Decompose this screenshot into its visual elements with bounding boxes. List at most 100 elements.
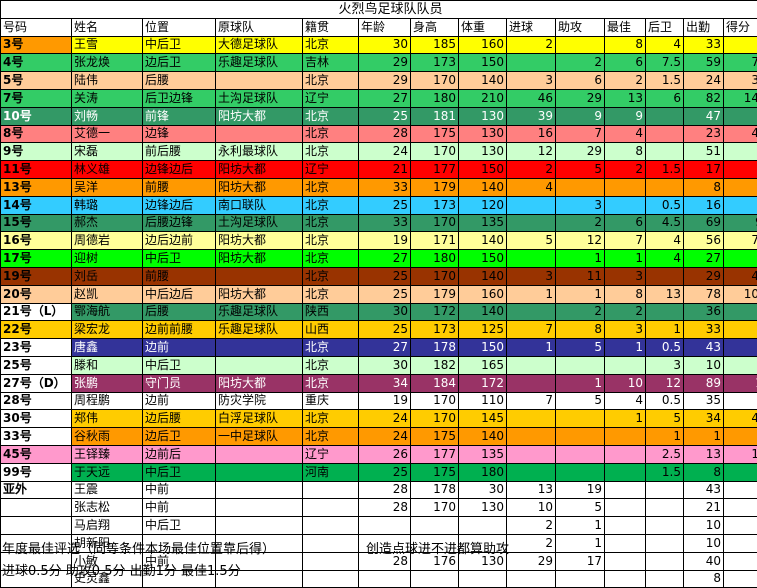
cell-号码[interactable]: 4号 — [1, 54, 72, 72]
cell-号码[interactable]: 14号 — [1, 196, 72, 214]
cell-年龄[interactable]: 33 — [359, 214, 411, 232]
cell-年龄[interactable]: 30 — [359, 36, 411, 54]
cell-助攻[interactable]: 5 — [556, 161, 605, 179]
cell-体重[interactable]: 140 — [459, 232, 507, 250]
cell-原球队[interactable] — [216, 463, 303, 481]
cell-后卫[interactable] — [646, 143, 684, 161]
cell-籍贯[interactable]: 北京 — [303, 232, 359, 250]
cell-进球[interactable]: 7 — [507, 321, 556, 339]
cell-得分[interactable]: 33 — [724, 250, 757, 268]
cell-出勤[interactable]: 16 — [684, 196, 724, 214]
cell-原球队[interactable]: 防灾学院 — [216, 392, 303, 410]
cell-身高[interactable]: 180 — [411, 89, 459, 107]
cell-号码[interactable]: 22号 — [1, 321, 72, 339]
cell-号码[interactable]: 亚外 — [1, 481, 72, 499]
cell-出勤[interactable]: 8 — [684, 178, 724, 196]
cell-位置[interactable]: 中前 — [143, 481, 216, 499]
cell-最佳[interactable] — [605, 463, 646, 481]
cell-年龄[interactable]: 27 — [359, 250, 411, 268]
cell-进球[interactable]: 13 — [507, 481, 556, 499]
cell-姓名[interactable]: 于天远 — [72, 463, 143, 481]
cell-最佳[interactable]: 8 — [605, 36, 646, 54]
cell-最佳[interactable]: 2 — [605, 161, 646, 179]
cell-籍贯[interactable]: 辽宁 — [303, 445, 359, 463]
cell-助攻[interactable]: 5 — [556, 339, 605, 357]
cell-年龄[interactable]: 29 — [359, 72, 411, 90]
cell-姓名[interactable]: 艾德一 — [72, 125, 143, 143]
cell-出勤[interactable]: 24 — [684, 72, 724, 90]
cell-姓名[interactable]: 赵凯 — [72, 285, 143, 303]
cell-姓名[interactable]: 滕和 — [72, 356, 143, 374]
cell-最佳[interactable]: 3 — [605, 267, 646, 285]
cell-后卫[interactable]: 0.5 — [646, 339, 684, 357]
cell-号码[interactable]: 7号 — [1, 89, 72, 107]
cell-年龄[interactable]: 29 — [359, 54, 411, 72]
cell-位置[interactable]: 中前 — [143, 499, 216, 517]
column-header[interactable]: 体重 — [459, 18, 507, 36]
cell-原球队[interactable]: 阳坊大都 — [216, 107, 303, 125]
cell-进球[interactable] — [507, 303, 556, 321]
cell-号码[interactable]: 3号 — [1, 36, 72, 54]
cell-号码[interactable]: 27号（D） — [1, 374, 72, 392]
cell-进球[interactable]: 2 — [507, 161, 556, 179]
cell-助攻[interactable] — [556, 445, 605, 463]
cell-得分[interactable]: 24 — [724, 161, 757, 179]
cell-籍贯[interactable]: 北京 — [303, 428, 359, 446]
cell-原球队[interactable]: 永利最球队 — [216, 143, 303, 161]
cell-体重[interactable]: 30 — [459, 481, 507, 499]
cell-得分[interactable]: 10 — [724, 178, 757, 196]
cell-进球[interactable]: 39 — [507, 107, 556, 125]
cell-籍贯[interactable]: 北京 — [303, 374, 359, 392]
cell-得分[interactable]: 115 — [724, 374, 757, 392]
cell-位置[interactable]: 边前后 — [143, 445, 216, 463]
cell-助攻[interactable]: 2 — [556, 303, 605, 321]
cell-位置[interactable]: 后腰 — [143, 72, 216, 90]
cell-出勤[interactable]: 89 — [684, 374, 724, 392]
cell-后卫[interactable]: 1.5 — [646, 161, 684, 179]
cell-得分[interactable]: 49.5 — [724, 410, 757, 428]
cell-体重[interactable]: 150 — [459, 339, 507, 357]
cell-后卫[interactable]: 13 — [646, 285, 684, 303]
cell-原球队[interactable]: 阳坊大都 — [216, 374, 303, 392]
cell-助攻[interactable] — [556, 428, 605, 446]
cell-助攻[interactable]: 12 — [556, 232, 605, 250]
cell-身高[interactable]: 173 — [411, 321, 459, 339]
cell-号码[interactable]: 45号 — [1, 445, 72, 463]
cell-身高[interactable]: 181 — [411, 107, 459, 125]
cell-助攻[interactable]: 5 — [556, 392, 605, 410]
cell-原球队[interactable]: 南口联队 — [216, 196, 303, 214]
cell-籍贯[interactable]: 北京 — [303, 267, 359, 285]
cell-姓名[interactable]: 周德岩 — [72, 232, 143, 250]
cell-出勤[interactable]: 47 — [684, 107, 724, 125]
cell-位置[interactable]: 边后腰 — [143, 410, 216, 428]
cell-位置[interactable]: 前后腰 — [143, 143, 216, 161]
cell-助攻[interactable]: 6 — [556, 72, 605, 90]
cell-姓名[interactable]: 迎树 — [72, 250, 143, 268]
cell-原球队[interactable] — [216, 517, 303, 535]
cell-身高[interactable]: 178 — [411, 339, 459, 357]
cell-后卫[interactable]: 5 — [646, 410, 684, 428]
cell-最佳[interactable]: 4 — [605, 392, 646, 410]
cell-体重[interactable]: 150 — [459, 250, 507, 268]
cell-身高[interactable]: 170 — [411, 392, 459, 410]
cell-身高[interactable]: 172 — [411, 303, 459, 321]
cell-体重[interactable]: 125 — [459, 321, 507, 339]
cell-进球[interactable] — [507, 54, 556, 72]
cell-籍贯[interactable]: 北京 — [303, 214, 359, 232]
cell-号码[interactable]: 28号 — [1, 392, 72, 410]
cell-原球队[interactable]: 白浮足球队 — [216, 410, 303, 428]
cell-进球[interactable] — [507, 214, 556, 232]
cell-最佳[interactable]: 13 — [605, 89, 646, 107]
cell-助攻[interactable]: 5 — [556, 499, 605, 517]
cell-位置[interactable]: 边后卫 — [143, 54, 216, 72]
cell-出勤[interactable]: 59 — [684, 54, 724, 72]
cell-后卫[interactable] — [646, 178, 684, 196]
cell-籍贯[interactable]: 河南 — [303, 463, 359, 481]
cell-得分[interactable]: 49 — [724, 392, 757, 410]
cell-得分[interactable]: 40 — [724, 303, 757, 321]
cell-年龄[interactable]: 25 — [359, 321, 411, 339]
cell-出勤[interactable]: 10 — [684, 356, 724, 374]
cell-原球队[interactable]: 大德足球队 — [216, 36, 303, 54]
cell-位置[interactable]: 边前前腰 — [143, 321, 216, 339]
cell-身高[interactable]: 170 — [411, 143, 459, 161]
